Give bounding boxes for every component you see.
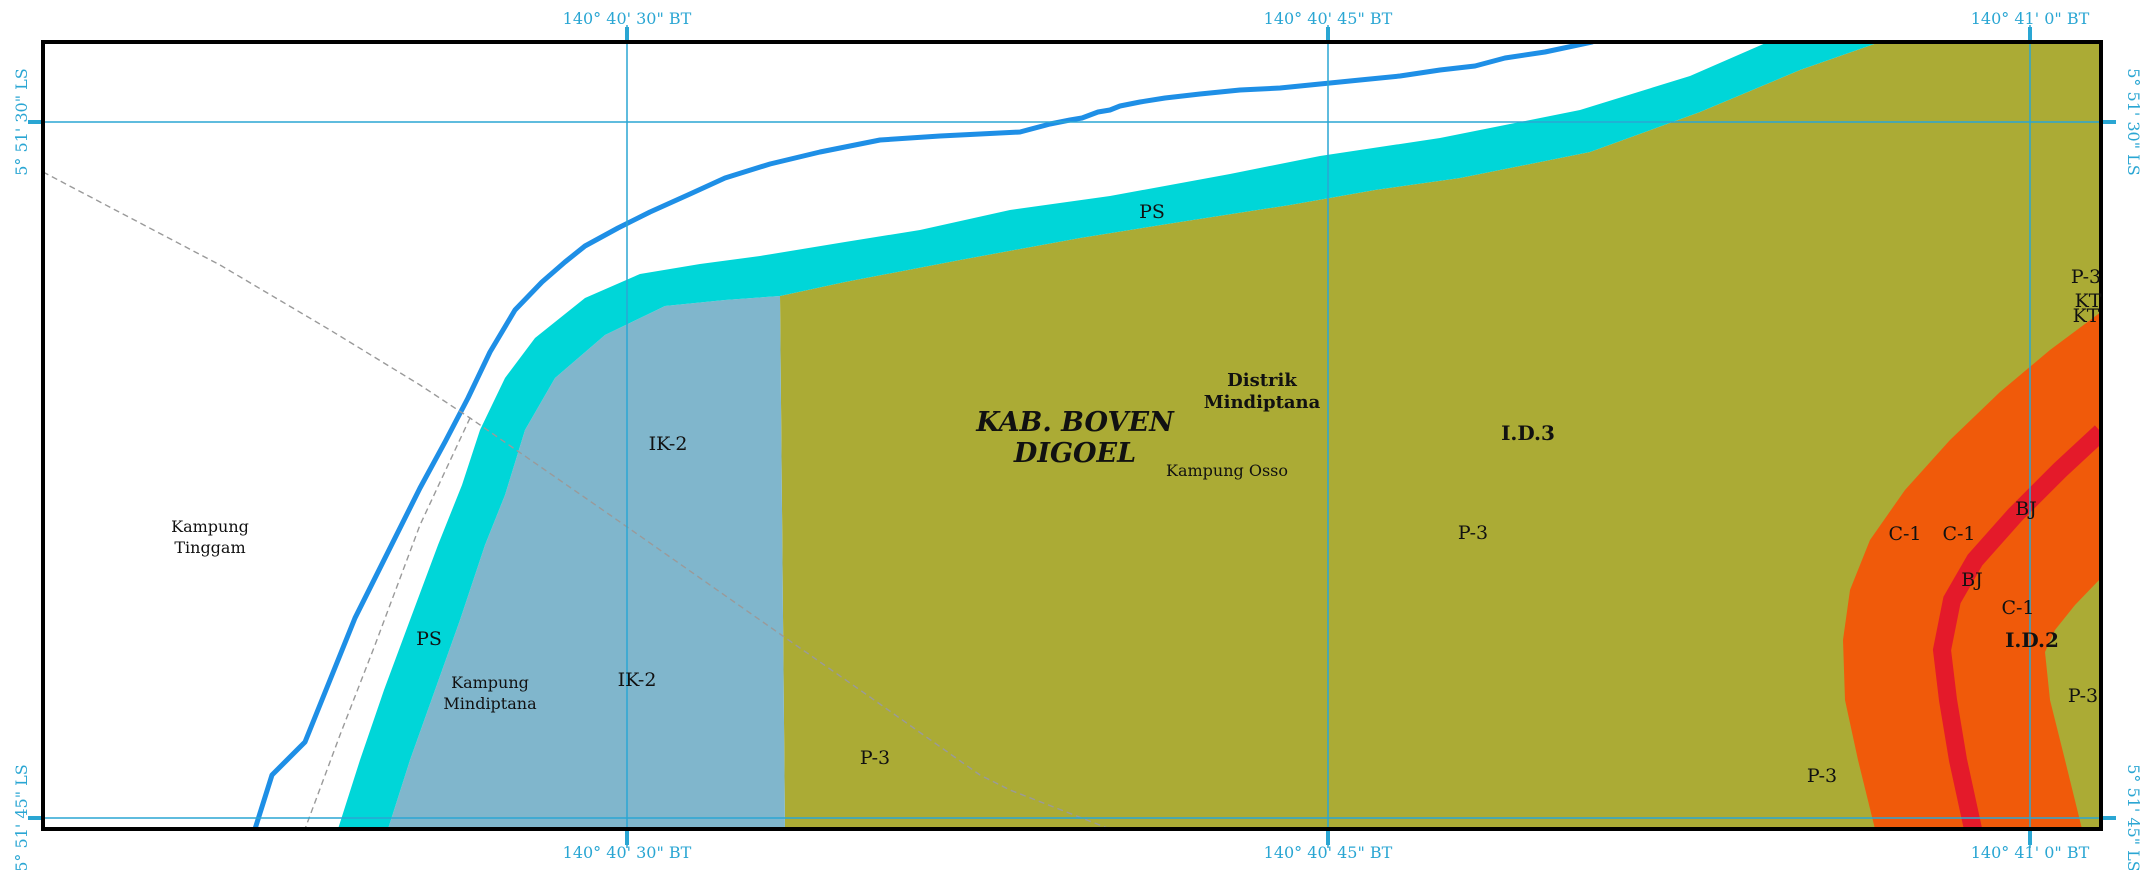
village-label-mindiptana: Mindiptana — [443, 694, 537, 713]
coord-label-right-2: 5° 51' 45" LS — [2124, 764, 2143, 870]
graticule — [28, 25, 2116, 848]
district-label: Mindiptana — [1204, 392, 1321, 413]
regency-label: DIGOEL — [1013, 438, 1136, 469]
village-label-mindiptana: Kampung — [451, 673, 529, 692]
zone-label-p3: P-3 — [2071, 266, 2101, 288]
coord-label-bottom-1: 140° 40' 30" BT — [563, 843, 692, 862]
zone-label-ps: PS — [416, 628, 442, 650]
coord-label-top-2: 140° 40' 45" BT — [1264, 9, 1393, 28]
zone-ik2-area — [388, 296, 785, 829]
zone-labels: PS PS IK-2 IK-2 P-3 P-3 P-3 P-3 P-3 KT K… — [416, 201, 2102, 787]
zone-ps-band — [338, 42, 1880, 829]
zone-label-p3: P-3 — [1458, 522, 1488, 544]
zone-label-p3: P-3 — [2068, 685, 2098, 707]
zone-label-c1: C-1 — [1942, 523, 1975, 545]
zone-label-id3: I.D.3 — [1501, 421, 1555, 445]
zone-label-bj: BJ — [2015, 498, 2037, 520]
zone-label-p3: P-3 — [1807, 765, 1837, 787]
coord-label-left-1: 5° 51' 30" LS — [12, 68, 31, 176]
zone-p3-area — [780, 42, 2101, 829]
zone-label-kt: KT — [2075, 290, 2102, 312]
coord-label-top-1: 140° 40' 30" BT — [563, 9, 692, 28]
river-line — [252, 42, 1595, 829]
district-label: Distrik — [1227, 370, 1297, 391]
zone-label-ps: PS — [1139, 201, 1165, 223]
zone-label-bj: BJ — [1961, 569, 1983, 591]
place-labels: KAB. BOVEN DIGOEL Distrik Mindiptana Kam… — [171, 370, 1321, 713]
coord-label-left-2: 5° 51' 45" LS — [12, 764, 31, 870]
village-label-osso: Kampung Osso — [1166, 461, 1288, 480]
regency-label: KAB. BOVEN — [975, 407, 1175, 438]
village-label-tinggam: Tinggam — [174, 538, 245, 557]
village-label-tinggam: Kampung — [171, 517, 249, 536]
zone-label-ik2: IK-2 — [649, 433, 688, 455]
coordinate-labels: 140° 40' 30" BT 140° 40' 45" BT 140° 41'… — [12, 9, 2143, 870]
admin-boundary-line — [43, 171, 1111, 829]
zone-label-kt: KT — [2073, 305, 2100, 327]
map-frame — [41, 40, 2103, 831]
zone-label-c1: C-1 — [2001, 597, 2034, 619]
zone-label-p3: P-3 — [860, 747, 890, 769]
zone-label-ik2: IK-2 — [618, 669, 657, 691]
coord-label-bottom-2: 140° 40' 45" BT — [1264, 843, 1393, 862]
coord-label-top-3: 140° 41' 0" BT — [1971, 9, 2090, 28]
zone-bj-band — [1932, 425, 2101, 829]
zone-label-c1: C-1 — [1888, 523, 1921, 545]
coord-label-bottom-3: 140° 41' 0" BT — [1971, 843, 2090, 862]
zone-label-id2: I.D.2 — [2005, 628, 2059, 652]
coord-label-right-1: 5° 51' 30" LS — [2124, 68, 2143, 176]
